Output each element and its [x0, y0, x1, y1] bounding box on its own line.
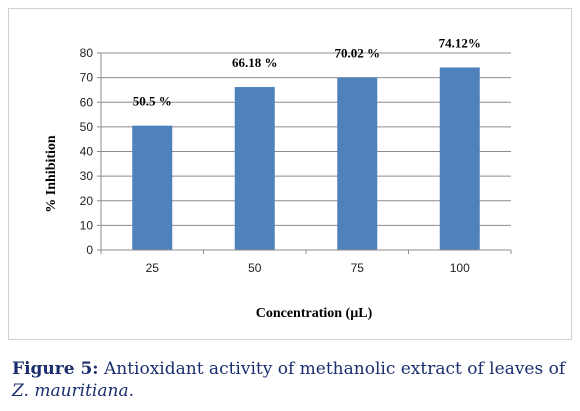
x-axis-title: Concentration (µL): [256, 306, 373, 321]
x-tick-label: 75: [351, 261, 365, 275]
y-tick-label: 70: [80, 71, 94, 85]
caption-end: .: [128, 381, 134, 401]
bar-chart: 0 10 20 30 40 50 60 70 80 25 50 75 100 50.5 % 66.18 %…: [44, 35, 512, 321]
chart-frame: 0 10 20 30 40 50 60 70 80 25 50 75 100 50.5 % 66.18 %…: [8, 8, 572, 340]
data-label: 50.5 %: [133, 94, 172, 109]
x-tick-label: 100: [450, 261, 470, 275]
y-tick-label: 60: [80, 95, 94, 109]
data-label: 70.02 %: [335, 46, 381, 61]
data-label: 66.18 %: [232, 55, 278, 70]
figure-caption: Figure 5: Antioxidant activity of methan…: [12, 358, 572, 402]
caption-figure-number: Figure 5:: [12, 359, 99, 379]
caption-text: Antioxidant activity of methanolic extra…: [98, 359, 566, 379]
y-axis-title: % Inhibition: [44, 135, 59, 213]
bar: [337, 77, 378, 251]
bar: [439, 67, 480, 251]
data-label: 74.12%: [439, 35, 481, 50]
caption-species: Z. mauritiana: [12, 381, 129, 401]
y-tick-label: 50: [80, 120, 94, 134]
x-tick-label: 50: [248, 261, 262, 275]
labels: 50.5 % 66.18 % 70.02 % 74.12%: [133, 35, 481, 108]
x-tick-label: 25: [146, 261, 160, 275]
y-tick-label: 30: [80, 169, 94, 183]
y-tick-label: 0: [86, 243, 93, 257]
y-tick-label: 20: [80, 194, 94, 208]
axes: 0 10 20 30 40 50 60 70 80 25 50 75 100: [80, 46, 512, 275]
bar: [234, 87, 275, 250]
bar: [132, 125, 173, 250]
y-tick-label: 40: [80, 145, 94, 159]
bars: [132, 67, 480, 251]
y-tick-label: 80: [80, 46, 94, 60]
y-tick-label: 10: [80, 218, 94, 232]
